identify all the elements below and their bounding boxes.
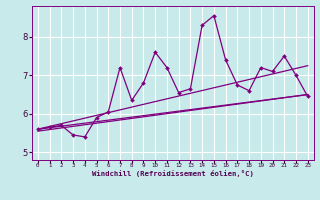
X-axis label: Windchill (Refroidissement éolien,°C): Windchill (Refroidissement éolien,°C) (92, 170, 254, 177)
